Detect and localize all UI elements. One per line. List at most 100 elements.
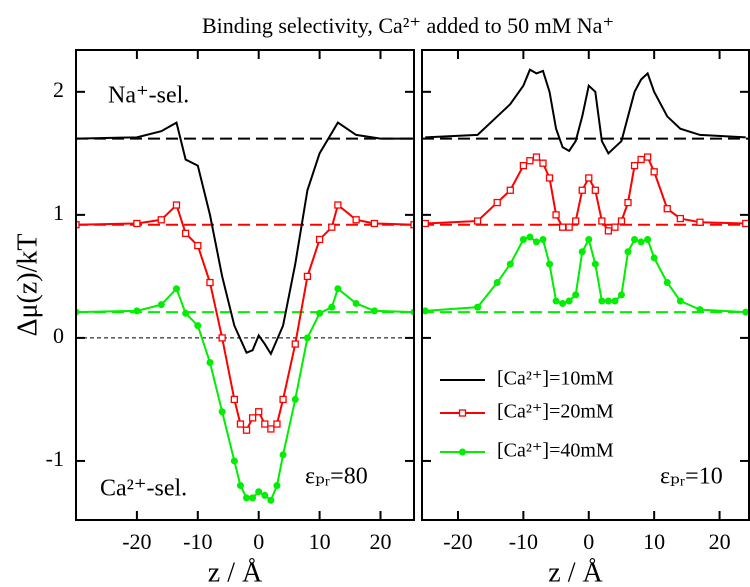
marker	[334, 285, 342, 293]
marker	[637, 238, 645, 246]
marker	[591, 186, 599, 194]
marker	[261, 491, 269, 499]
marker	[663, 205, 671, 213]
marker	[637, 155, 645, 164]
annotation: Ca²⁺-sel.	[100, 476, 187, 502]
marker	[532, 238, 540, 246]
marker	[539, 235, 547, 243]
x-tick-label: -20	[122, 529, 151, 554]
annotation: εₚᵣ=80	[305, 464, 368, 490]
chart-title: Binding selectivity, Ca²⁺ added to 50 mM…	[202, 13, 614, 38]
marker	[474, 303, 482, 311]
marker	[273, 420, 281, 428]
marker	[473, 217, 482, 225]
marker	[422, 307, 429, 315]
marker	[230, 395, 238, 404]
marker	[552, 297, 560, 305]
marker	[334, 201, 342, 209]
marker	[650, 254, 658, 262]
marker	[585, 174, 593, 182]
plot-frame	[421, 49, 750, 521]
marker	[181, 229, 190, 237]
marker	[676, 214, 684, 223]
y-axis-label: Δμ(z)/kT	[12, 234, 43, 337]
y-tick-label: -1	[46, 446, 64, 471]
x-tick-label: -20	[443, 529, 472, 554]
marker	[370, 307, 378, 315]
marker	[248, 414, 257, 422]
legend-label: [Ca²⁺]=10mM	[497, 368, 614, 390]
marker	[172, 201, 181, 209]
marker	[133, 307, 141, 315]
marker	[206, 359, 214, 367]
x-tick-label: 10	[309, 529, 331, 554]
marker	[133, 219, 141, 228]
marker	[630, 162, 639, 170]
x-tick-label: 20	[709, 529, 731, 554]
series-line	[76, 121, 414, 357]
marker	[370, 219, 379, 228]
annotation: Na⁺-sel.	[108, 83, 189, 109]
marker	[182, 309, 190, 317]
marker	[644, 235, 652, 243]
marker	[696, 218, 704, 226]
marker	[218, 334, 226, 342]
marker	[598, 297, 606, 305]
marker	[267, 425, 275, 433]
marker	[526, 157, 534, 165]
marker	[242, 426, 251, 434]
x-tick-label: -10	[183, 529, 212, 554]
marker	[352, 299, 360, 307]
marker	[279, 451, 287, 459]
legend-marker	[459, 448, 466, 456]
marker	[493, 198, 501, 207]
marker	[559, 299, 567, 307]
marker	[558, 223, 567, 231]
x-tick-label: 0	[253, 529, 264, 554]
marker	[572, 291, 580, 299]
marker	[255, 408, 263, 416]
x-axis-label: z / Å	[548, 557, 603, 587]
marker	[611, 223, 619, 231]
marker	[157, 216, 165, 224]
marker	[303, 334, 311, 342]
marker	[617, 217, 626, 225]
marker	[631, 235, 639, 243]
marker	[328, 303, 336, 311]
y-tick-label: 2	[53, 77, 64, 102]
marker	[539, 159, 547, 167]
marker	[279, 395, 287, 404]
marker	[230, 457, 238, 465]
marker	[194, 322, 202, 330]
legend-label: [Ca²⁺]=20mM	[497, 401, 614, 423]
marker	[526, 233, 534, 241]
marker	[422, 219, 429, 228]
legend-marker	[458, 409, 467, 417]
marker	[352, 216, 360, 224]
marker	[172, 285, 180, 293]
marker	[532, 153, 541, 161]
marker	[696, 306, 704, 314]
marker	[506, 260, 514, 268]
marker	[624, 198, 632, 207]
plot-area	[422, 68, 749, 316]
marker	[493, 279, 501, 287]
marker	[611, 297, 619, 305]
marker	[663, 279, 671, 287]
marker	[742, 308, 749, 316]
marker	[236, 420, 245, 428]
plot-area	[76, 121, 414, 504]
marker	[578, 186, 586, 194]
marker	[255, 488, 263, 496]
marker	[291, 340, 299, 348]
y-tick-label: 0	[53, 323, 64, 348]
marker	[742, 219, 749, 228]
marker	[604, 297, 612, 305]
marker	[291, 395, 299, 403]
marker	[236, 482, 244, 490]
marker	[565, 297, 573, 305]
marker	[261, 420, 269, 428]
marker	[506, 186, 514, 194]
